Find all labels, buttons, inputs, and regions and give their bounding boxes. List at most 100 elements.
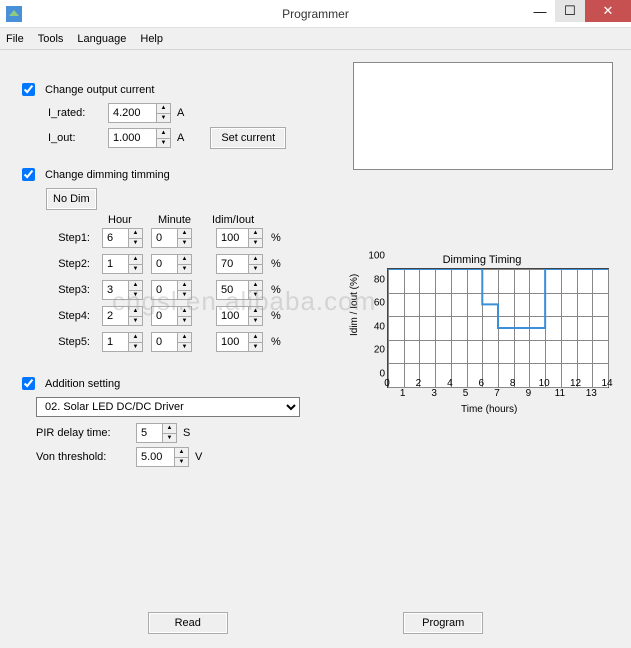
spin-down[interactable]: ▼ <box>175 458 188 467</box>
set-current-button[interactable]: Set current <box>210 127 286 149</box>
spin-down[interactable]: ▼ <box>178 343 191 352</box>
pir-input[interactable] <box>136 423 162 443</box>
pct-label: % <box>271 232 281 244</box>
step3-min[interactable] <box>151 280 177 300</box>
step1-min[interactable] <box>151 228 177 248</box>
i-rated-label: I_rated: <box>48 107 102 119</box>
spin-up[interactable]: ▲ <box>163 424 176 434</box>
ytick: 40 <box>374 321 385 332</box>
step2-min[interactable] <box>151 254 177 274</box>
chart-title: Dimming Timing <box>351 254 613 266</box>
addition-checkbox[interactable] <box>22 377 35 390</box>
menu-file[interactable]: File <box>6 33 24 45</box>
menu-language[interactable]: Language <box>77 33 126 45</box>
spin-down[interactable]: ▼ <box>178 317 191 326</box>
xtick: 9 <box>526 388 532 399</box>
spin-down[interactable]: ▼ <box>249 343 262 352</box>
program-button[interactable]: Program <box>403 612 483 634</box>
maximize-button[interactable]: ☐ <box>555 0 585 22</box>
spin-up[interactable]: ▲ <box>178 255 191 265</box>
spin-up[interactable]: ▲ <box>129 307 142 317</box>
change-dimming-label: Change dimming timming <box>45 169 170 181</box>
spin-down[interactable]: ▼ <box>178 265 191 274</box>
step2-ratio[interactable] <box>216 254 248 274</box>
spin-up[interactable]: ▲ <box>129 255 142 265</box>
addition-label: Addition setting <box>45 378 120 390</box>
step4-hour[interactable] <box>102 306 128 326</box>
close-button[interactable]: ✕ <box>585 0 631 22</box>
hdr-hour: Hour <box>108 214 150 226</box>
i-out-label: I_out: <box>48 132 102 144</box>
xtick: 1 <box>400 388 406 399</box>
menu-tools[interactable]: Tools <box>38 33 64 45</box>
step-label: Step2: <box>46 258 94 270</box>
pct-label: % <box>271 258 281 270</box>
von-unit: V <box>195 451 202 463</box>
spin-down[interactable]: ▼ <box>157 139 170 148</box>
spin-up[interactable]: ▲ <box>129 229 142 239</box>
spin-down[interactable]: ▼ <box>249 317 262 326</box>
spin-up[interactable]: ▲ <box>157 104 170 114</box>
menu-help[interactable]: Help <box>140 33 163 45</box>
spin-down[interactable]: ▼ <box>157 114 170 123</box>
step4-min[interactable] <box>151 306 177 326</box>
spin-up[interactable]: ▲ <box>249 255 262 265</box>
read-button[interactable]: Read <box>148 612 228 634</box>
step3-hour[interactable] <box>102 280 128 300</box>
window-title: Programmer <box>282 7 349 21</box>
minimize-button[interactable]: — <box>525 0 555 22</box>
xtick: 12 <box>570 378 581 389</box>
spin-up[interactable]: ▲ <box>129 281 142 291</box>
no-dim-button[interactable]: No Dim <box>46 188 97 210</box>
step5-ratio[interactable] <box>216 332 248 352</box>
pct-label: % <box>271 336 281 348</box>
step5-min[interactable] <box>151 332 177 352</box>
spin-up[interactable]: ▲ <box>175 448 188 458</box>
step4-ratio[interactable] <box>216 306 248 326</box>
step1-hour[interactable] <box>102 228 128 248</box>
spin-up[interactable]: ▲ <box>249 333 262 343</box>
driver-select[interactable]: 02. Solar LED DC/DC Driver <box>36 397 300 417</box>
von-input[interactable] <box>136 447 174 467</box>
spin-up[interactable]: ▲ <box>249 229 262 239</box>
pir-unit: S <box>183 427 190 439</box>
app-icon <box>6 6 22 22</box>
change-dimming-checkbox[interactable] <box>22 168 35 181</box>
spin-down[interactable]: ▼ <box>129 239 142 248</box>
xtick: 0 <box>384 378 390 389</box>
spin-down[interactable]: ▼ <box>129 343 142 352</box>
step-label: Step1: <box>46 232 94 244</box>
spin-up[interactable]: ▲ <box>178 281 191 291</box>
change-output-checkbox[interactable] <box>22 83 35 96</box>
step5-hour[interactable] <box>102 332 128 352</box>
spin-up[interactable]: ▲ <box>178 229 191 239</box>
pir-label: PIR delay time: <box>36 427 130 439</box>
i-rated-input[interactable] <box>108 103 156 123</box>
spin-up[interactable]: ▲ <box>157 129 170 139</box>
spin-down[interactable]: ▼ <box>163 434 176 443</box>
xtick: 5 <box>463 388 469 399</box>
spin-down[interactable]: ▼ <box>178 291 191 300</box>
step-label: Step5: <box>46 336 94 348</box>
spin-up[interactable]: ▲ <box>129 333 142 343</box>
step3-ratio[interactable] <box>216 280 248 300</box>
step-label: Step3: <box>46 284 94 296</box>
xtick: 11 <box>555 388 565 399</box>
step1-ratio[interactable] <box>216 228 248 248</box>
spin-up[interactable]: ▲ <box>249 281 262 291</box>
spin-down[interactable]: ▼ <box>249 291 262 300</box>
i-out-input[interactable] <box>108 128 156 148</box>
spin-down[interactable]: ▼ <box>178 239 191 248</box>
spin-down[interactable]: ▼ <box>249 239 262 248</box>
spin-down[interactable]: ▼ <box>129 317 142 326</box>
xtick: 13 <box>586 388 597 399</box>
spin-up[interactable]: ▲ <box>249 307 262 317</box>
ytick: 20 <box>374 345 385 356</box>
spin-up[interactable]: ▲ <box>178 333 191 343</box>
step-label: Step4: <box>46 310 94 322</box>
spin-up[interactable]: ▲ <box>178 307 191 317</box>
step2-hour[interactable] <box>102 254 128 274</box>
spin-down[interactable]: ▼ <box>129 265 142 274</box>
spin-down[interactable]: ▼ <box>129 291 142 300</box>
spin-down[interactable]: ▼ <box>249 265 262 274</box>
